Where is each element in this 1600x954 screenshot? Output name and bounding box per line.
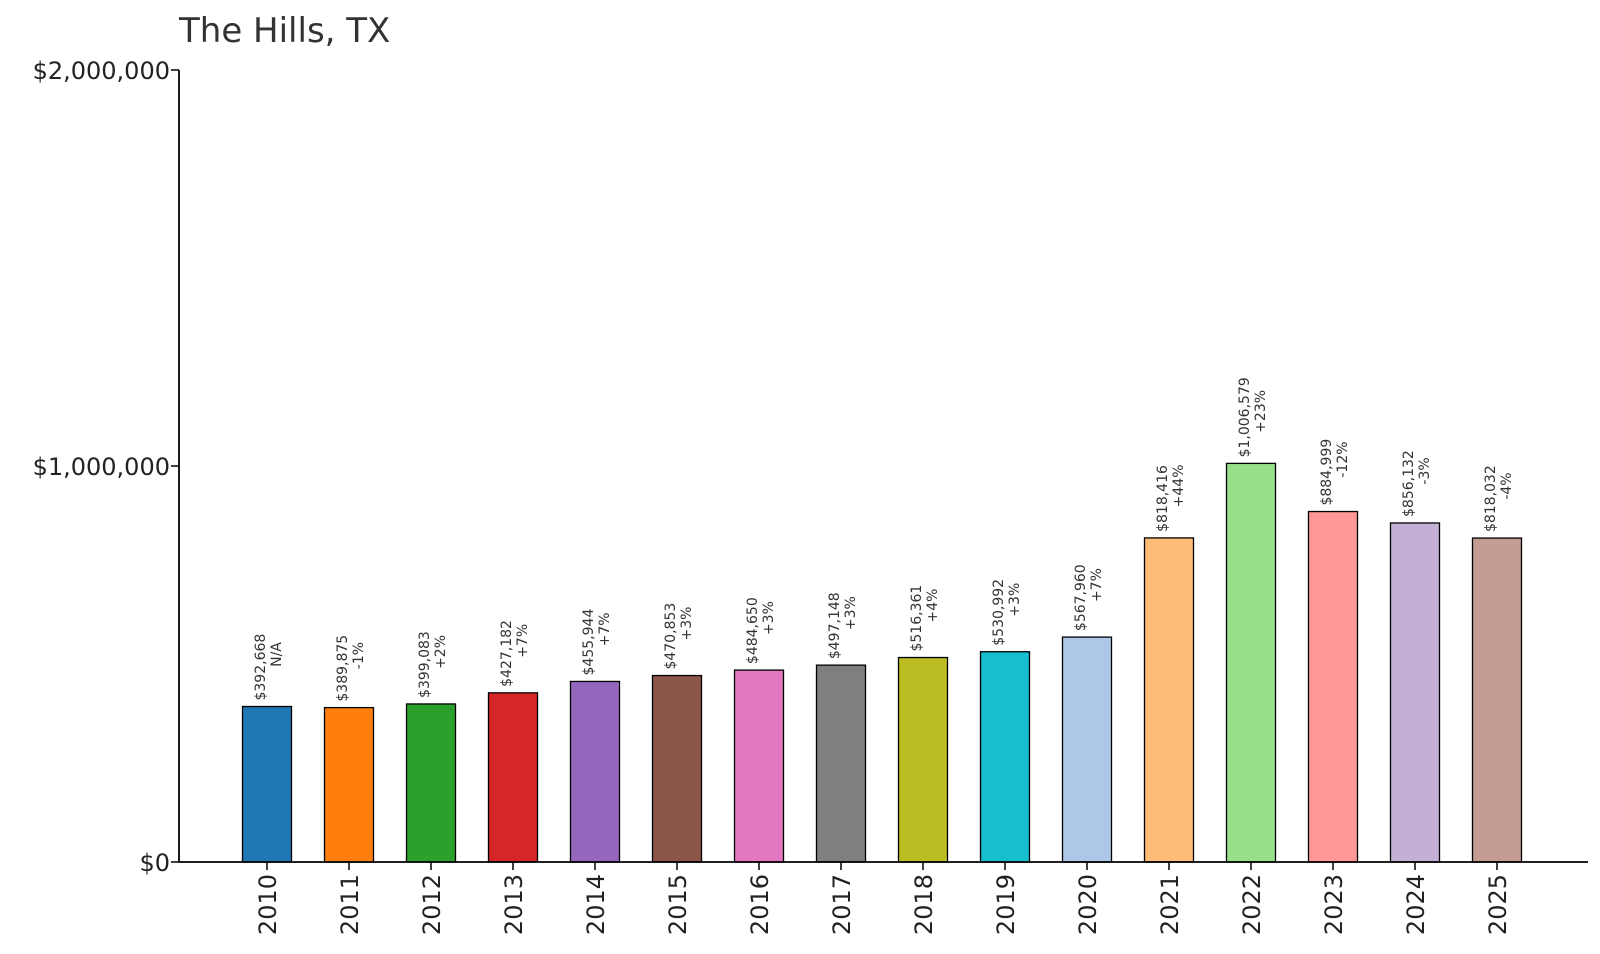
value-label: $484,650 (745, 597, 761, 664)
value-label: $399,083 (417, 631, 433, 698)
bar-2017 (815, 664, 867, 863)
value-label: $516,361 (909, 585, 925, 652)
bar-2016 (733, 669, 785, 863)
value-label: $470,853 (663, 603, 679, 670)
x-tick-label: 2025 (1484, 874, 1512, 935)
change-label: +7% (1089, 568, 1105, 602)
bar-2020 (1061, 636, 1113, 863)
change-label: +4% (925, 589, 941, 623)
change-label: +7% (515, 624, 531, 658)
bars-layer (241, 462, 1523, 863)
bar-2022 (1225, 462, 1277, 863)
data-labels-layer: $392,668 N/A $389,875 -1% $399,083 +2% $427,18… (253, 377, 1515, 701)
value-label: $427,182 (499, 620, 515, 687)
x-tick-label: 2010 (254, 874, 282, 935)
change-label: +23% (1253, 390, 1269, 433)
change-label: -12% (1335, 441, 1351, 477)
x-tick-label: 2023 (1320, 874, 1348, 935)
y-tick-label: $2,000,000 (33, 57, 170, 85)
x-tick-label: 2012 (418, 874, 446, 935)
change-label: +2% (433, 635, 449, 669)
value-label: $392,668 (253, 634, 269, 701)
bar-2021 (1143, 537, 1195, 863)
change-label: +3% (679, 607, 695, 641)
x-tick-label: 2013 (500, 874, 528, 935)
value-label: $1,006,579 (1237, 377, 1253, 457)
x-tick-label: 2017 (828, 874, 856, 935)
x-tick-label: 2011 (336, 874, 364, 935)
bar-2011 (323, 706, 375, 863)
bar-2023 (1307, 510, 1359, 863)
change-label: -3% (1417, 457, 1433, 484)
change-label: +3% (1007, 583, 1023, 617)
x-tick-label: 2014 (582, 874, 610, 935)
x-tick-label: 2024 (1402, 874, 1430, 935)
change-label: -1% (351, 642, 367, 669)
bar-2013 (487, 692, 539, 863)
x-tick-label: 2020 (1074, 874, 1102, 935)
bar-2018 (897, 656, 949, 863)
change-label: N/A (269, 642, 285, 667)
change-label: +3% (761, 601, 777, 635)
x-tick-label: 2015 (664, 874, 692, 935)
bar-2012 (405, 703, 457, 863)
x-tick-label: 2019 (992, 874, 1020, 935)
value-label: $856,132 (1401, 450, 1417, 517)
value-label: $818,032 (1483, 465, 1499, 532)
chart-title: The Hills, TX (178, 11, 390, 51)
bar-2024 (1389, 522, 1441, 863)
y-tick-label: $1,000,000 (33, 453, 170, 481)
value-label: $497,148 (827, 592, 843, 659)
value-label: $818,416 (1155, 465, 1171, 532)
value-label: $455,944 (581, 609, 597, 676)
bar-2010 (241, 705, 293, 863)
change-label: +7% (597, 612, 613, 646)
change-label: +3% (843, 596, 859, 630)
x-tick-label: 2018 (910, 874, 938, 935)
x-tick-label: 2022 (1238, 874, 1266, 935)
bar-2019 (979, 651, 1031, 863)
bar-2014 (569, 680, 621, 863)
x-tick-label: 2021 (1156, 874, 1184, 935)
value-label: $884,999 (1319, 439, 1335, 506)
value-label: $389,875 (335, 635, 351, 702)
y-tick-label: $0 (139, 849, 170, 877)
value-label: $530,992 (991, 579, 1007, 646)
change-label: +44% (1171, 464, 1187, 507)
value-label: $567,960 (1073, 564, 1089, 631)
axes-layer: $0 $1,000,000 $2,000,000 2010 2011 2012 2013 20… (33, 57, 1588, 935)
bar-2015 (651, 674, 703, 863)
x-tick-label: 2016 (746, 874, 774, 935)
bar-2025 (1471, 537, 1523, 863)
change-label: -4% (1499, 472, 1515, 499)
